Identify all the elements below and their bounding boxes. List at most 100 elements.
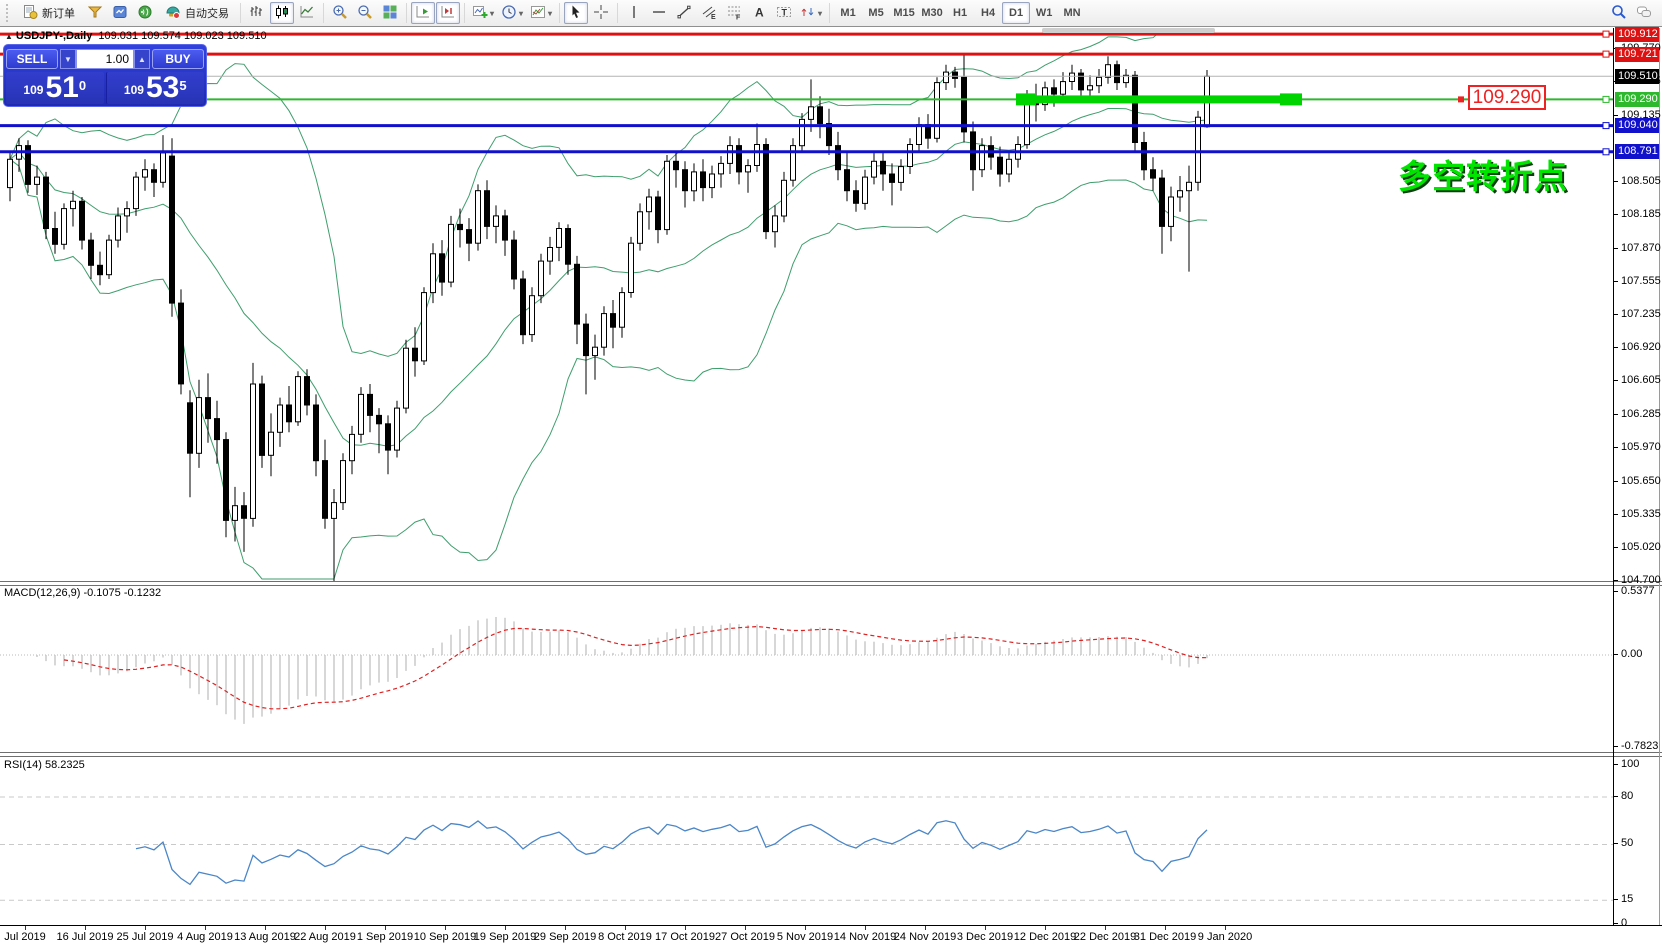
turning-point-annotation: 多空转折点 — [1398, 158, 1568, 195]
date-tick — [445, 926, 446, 930]
date-label: 16 Jul 2019 — [56, 931, 114, 943]
date-label: 14 Nov 2019 — [833, 931, 897, 943]
candlestick-chart-button[interactable] — [270, 2, 294, 24]
vertical-line-button[interactable] — [622, 2, 646, 24]
zoom-out-icon — [357, 4, 373, 23]
date-label: 22 Dec 2019 — [1073, 931, 1137, 943]
trendline-button[interactable] — [672, 2, 696, 24]
cursor-button[interactable] — [564, 2, 589, 24]
tab-timeframe-W1[interactable]: W1 — [1035, 7, 1053, 19]
crosshair-button[interactable] — [589, 2, 613, 24]
date-label: 8 Oct 2019 — [598, 931, 652, 943]
price-tick: 107.555 — [1614, 275, 1661, 288]
chevron-down-icon: ▼ — [64, 54, 72, 64]
date-label: 12 Dec 2019 — [1013, 931, 1077, 943]
date-label: 17 Oct 2019 — [655, 931, 715, 943]
candlestick-icon — [274, 4, 290, 23]
date-label: 13 Aug 2019 — [234, 931, 296, 943]
price-tick: 108.185 — [1614, 208, 1661, 221]
volume-down-button[interactable]: ▼ — [60, 49, 76, 69]
auto-trading-icon — [165, 4, 181, 23]
label-icon: T — [776, 4, 792, 23]
label-button[interactable]: T — [772, 2, 796, 24]
text-icon: A — [751, 4, 767, 23]
tab-timeframe-M1[interactable]: M1 — [840, 7, 856, 19]
tab-timeframe-D1[interactable]: D1 — [1002, 2, 1031, 24]
auto-scroll-icon — [415, 4, 431, 23]
sell-button[interactable]: SELL — [6, 49, 58, 69]
sell-price-pip: 0 — [78, 78, 87, 93]
toolbar-separator — [323, 3, 324, 23]
signals-button[interactable] — [133, 2, 157, 24]
date-axis[interactable]: Jul 2019 16 Jul 2019 25 Jul 2019 4 Aug 2019… — [0, 925, 1662, 948]
buy-price-display[interactable]: 109 53 5 — [105, 72, 204, 104]
cursor-icon — [568, 4, 584, 23]
svg-text:F: F — [736, 14, 741, 20]
bar-chart-icon — [249, 4, 265, 23]
tile-windows-button[interactable] — [378, 2, 402, 24]
tab-timeframe-M5[interactable]: M5 — [868, 7, 884, 19]
clock-icon — [501, 4, 517, 23]
vertical-line-icon — [626, 4, 642, 23]
rsi-axis-tick: 80 — [1614, 790, 1633, 803]
date-label: 19 Sep 2019 — [473, 931, 537, 943]
tab-timeframe-H4[interactable]: H4 — [981, 7, 996, 19]
indicators-button[interactable]: ▾ — [469, 2, 497, 24]
toolbar-separator — [240, 3, 241, 23]
buy-button[interactable]: BUY — [152, 49, 204, 69]
chart-scrollbar-thumb[interactable] — [1042, 28, 1215, 33]
text-button[interactable]: A — [747, 2, 771, 24]
fibonacci-icon: F — [726, 4, 742, 23]
tab-timeframe-H1[interactable]: H1 — [953, 7, 968, 19]
chart-symbol-icon: ▲ — [5, 32, 13, 41]
date-tick — [205, 926, 206, 930]
auto-trading-button[interactable]: 自动交易 — [158, 2, 236, 24]
price-tick: 107.870 — [1614, 242, 1661, 255]
toolbar-grip — [6, 4, 11, 22]
pane-separator-rsi[interactable] — [0, 752, 1662, 757]
market-watch-button[interactable] — [108, 2, 132, 24]
tab-timeframe-M15[interactable]: M15 — [893, 7, 915, 19]
tab-timeframe-M30[interactable]: M30 — [921, 7, 943, 19]
tab-timeframe-MN[interactable]: MN — [1063, 7, 1081, 19]
price-tick: 106.920 — [1614, 341, 1661, 354]
blue-window-icon — [112, 4, 128, 23]
svg-text:A: A — [755, 5, 764, 19]
toolbar-separator — [406, 3, 407, 23]
chart-shift-button[interactable] — [436, 2, 460, 24]
search-button[interactable] — [1607, 2, 1631, 24]
chart-area[interactable] — [0, 28, 1613, 925]
pane-separator-macd[interactable] — [0, 581, 1662, 586]
timeframe-toolbar: M1 M5 M15 M30 H1 H4 D1 W1 MN — [834, 2, 1086, 24]
zoom-in-button[interactable] — [328, 2, 352, 24]
svg-text:E: E — [711, 14, 716, 20]
price-tag-108.791: 108.791 — [1615, 144, 1659, 160]
date-label: 31 Dec 2019 — [1133, 931, 1197, 943]
price-axis[interactable]: 109.770109.455109.135108.505108.185107.8… — [1614, 26, 1661, 929]
zoom-out-button[interactable] — [353, 2, 377, 24]
price-tick: 106.605 — [1614, 374, 1661, 387]
new-order-button[interactable]: 新订单 — [15, 2, 82, 24]
sell-price-display[interactable]: 109 51 0 — [6, 72, 104, 104]
chat-button[interactable] — [1632, 2, 1656, 24]
chart-ohlc-values: 109.031 109.574 109.023 109.510 — [98, 30, 267, 42]
line-chart-button[interactable] — [295, 2, 319, 24]
date-label: 1 Sep 2019 — [356, 931, 414, 943]
auto-scroll-button[interactable] — [411, 2, 435, 24]
horizontal-line-button[interactable] — [647, 2, 671, 24]
templates-button[interactable]: ▾ — [527, 2, 555, 24]
indicators-icon — [472, 4, 488, 23]
bar-chart-button[interactable] — [245, 2, 269, 24]
fibonacci-button[interactable]: F — [722, 2, 746, 24]
volume-input[interactable] — [76, 49, 134, 69]
macd-axis-tick: 0.00 — [1614, 648, 1642, 661]
channel-button[interactable]: E — [697, 2, 721, 24]
metaeditor-button[interactable] — [83, 2, 107, 24]
chart-title: ▲ USDJPY-,Daily 109.031 109.574 109.023 10… — [5, 30, 267, 42]
periods-button[interactable]: ▾ — [498, 2, 526, 24]
volume-up-button[interactable]: ▲ — [134, 49, 150, 69]
price-level-label[interactable]: 109.290 — [1468, 85, 1546, 110]
arrows-button[interactable]: ▾ — [797, 2, 825, 24]
price-tick: 105.650 — [1614, 475, 1661, 488]
date-label: 27 Oct 2019 — [715, 931, 775, 943]
